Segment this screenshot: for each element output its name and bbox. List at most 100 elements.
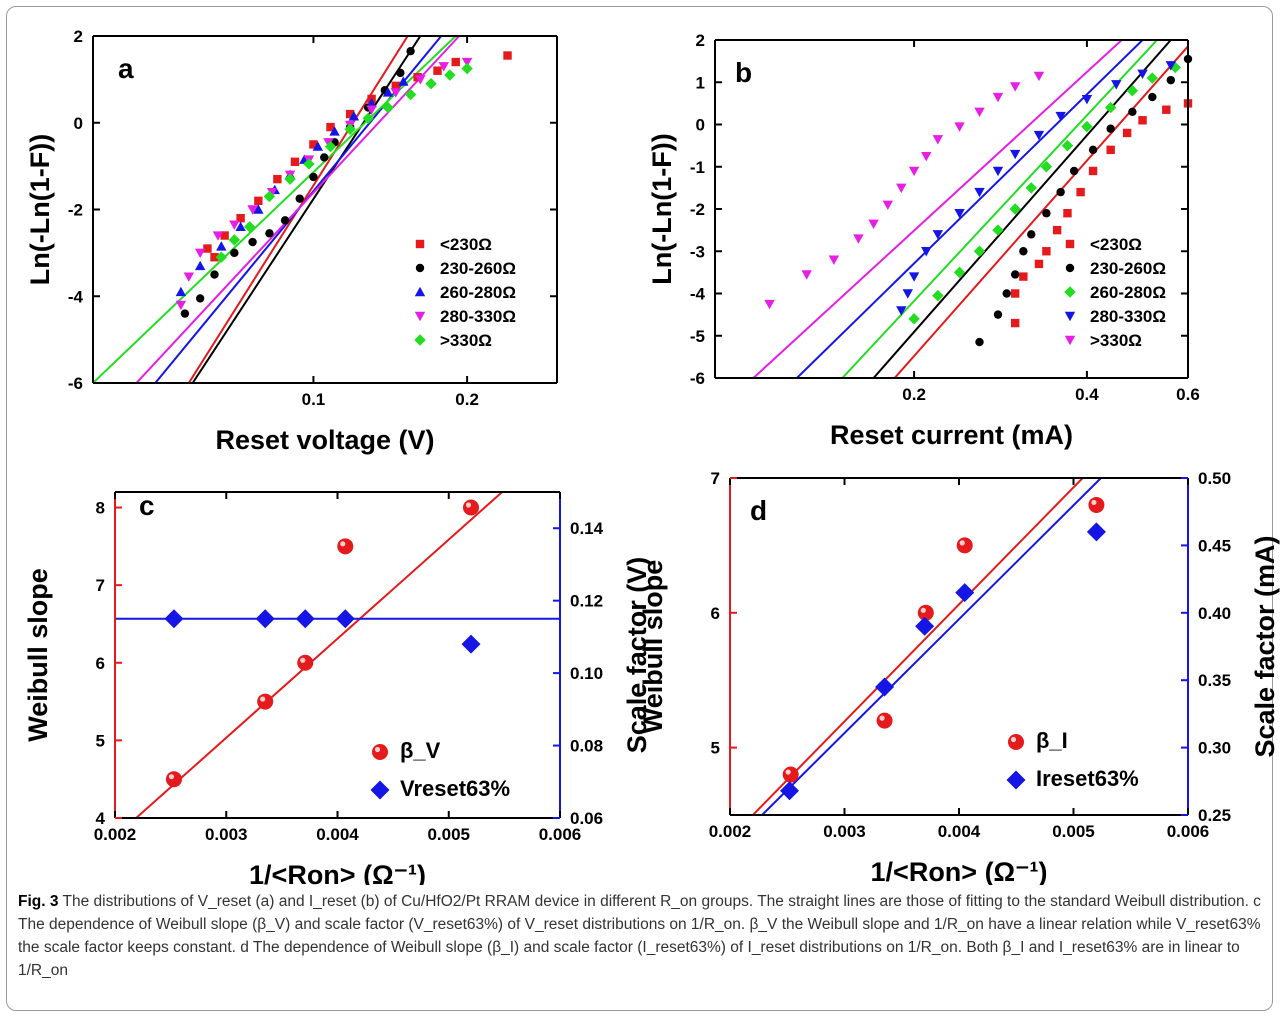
data-point (228, 234, 241, 246)
legend-marker (372, 744, 388, 760)
data-point (248, 237, 257, 247)
data-point (764, 299, 775, 310)
x-tick-label: 0.003 (823, 822, 866, 841)
legend-label: β_V (400, 738, 441, 763)
series-a-5 (215, 62, 473, 263)
fit-line-4 (135, 36, 460, 383)
legend-label: Vreset63% (400, 776, 510, 801)
y2-axis-label: Scale factor (mA) (1250, 535, 1280, 757)
data-point (1063, 209, 1072, 218)
data-point (438, 62, 449, 72)
chart-panel-b: 0.2 0.4 0.6 -6 -5 -4 -3 -2 -1 0 1 2 b Reset current (… (647, 31, 1200, 450)
legend-label: 280-330Ω (1090, 307, 1166, 326)
data-point (956, 537, 973, 554)
data-point (1148, 92, 1157, 102)
data-point (165, 771, 182, 788)
data-point (398, 76, 409, 86)
legend-marker (1006, 770, 1026, 790)
figure-frame (6, 6, 1273, 1011)
legend-marker (414, 311, 426, 322)
y-tick-label: -2 (690, 200, 705, 219)
data-point-highlight (260, 696, 266, 702)
data-point (183, 272, 195, 282)
y-tick-label: 7 (711, 469, 720, 488)
data-point (1025, 182, 1037, 194)
data-point (324, 140, 337, 153)
data-point (263, 190, 276, 203)
legend-marker (415, 263, 425, 273)
data-point (337, 538, 354, 555)
legend-label: 230-260Ω (1090, 259, 1166, 278)
legend-a: <230Ω 230-260Ω 260-280Ω 280-330Ω >330Ω (414, 235, 516, 350)
data-point (461, 62, 473, 75)
fit-lines-c (115, 492, 560, 818)
data-point (1010, 289, 1020, 298)
y-tick-label: -2 (68, 201, 83, 220)
series-a-4 (175, 57, 473, 311)
y2-tick-label: 0.06 (570, 809, 603, 828)
y-tick-label: 6 (96, 654, 105, 673)
series-b-2 (975, 54, 1193, 347)
data-point (295, 194, 304, 203)
data-point (295, 609, 315, 629)
legend-marker (1008, 734, 1024, 750)
data-point (194, 248, 206, 259)
data-point (801, 270, 812, 280)
y-tick-label: 4 (96, 809, 106, 828)
data-point (1052, 225, 1062, 235)
data-point (1088, 496, 1105, 513)
chart-panel-d: 0.002 0.003 0.004 0.005 0.006 5 6 7 0.25 0.30 0.35… (638, 469, 1280, 885)
y-tick-label: -4 (68, 287, 84, 306)
data-point (451, 57, 460, 67)
legend-marker-highlight (1010, 736, 1017, 743)
data-point (266, 187, 278, 198)
legend-d: β_I Ireset63% (1006, 728, 1139, 791)
legend-marker (414, 334, 426, 346)
data-point (382, 87, 394, 97)
data-point (902, 289, 913, 299)
data-point (303, 158, 315, 170)
data-point (782, 766, 799, 783)
data-point (366, 98, 377, 108)
data-point (954, 209, 965, 219)
charts-group: 0.1 0.2 -6 -4 -2 0 2 a Reset voltage (V) Ln(-Ln(1… (23, 27, 1280, 885)
y2-tick-label: 0.10 (570, 664, 603, 683)
y-tick-label: -5 (690, 327, 705, 346)
fit-line-1 (135, 492, 503, 818)
legend-label: β_I (1036, 728, 1068, 753)
fit-line-3 (841, 40, 1158, 378)
legend-marker (370, 780, 390, 800)
fit-line-1 (752, 478, 1084, 815)
fit-line-2 (761, 478, 1102, 815)
data-point (433, 66, 442, 75)
figure-canvas: 0.1 0.2 -6 -4 -2 0 2 a Reset voltage (V) Ln(-Ln(1… (23, 27, 1280, 885)
data-point (1033, 130, 1045, 141)
data-point (1081, 94, 1093, 105)
data-point (1081, 120, 1093, 133)
data-point (309, 172, 318, 182)
data-point-highlight (300, 657, 306, 663)
data-point (320, 153, 329, 162)
data-point (253, 204, 264, 214)
data-point (921, 151, 932, 162)
data-point (1076, 187, 1085, 197)
data-point (1169, 61, 1181, 74)
data-point (828, 255, 840, 265)
data-point (284, 173, 296, 185)
legend-b: <230Ω 230-260Ω 260-280Ω 280-330Ω >330Ω (1064, 235, 1166, 350)
data-point-highlight (920, 607, 926, 613)
fit-line-5 (752, 40, 1123, 378)
chart-panel-a: 0.1 0.2 -6 -4 -2 0 2 a Reset voltage (V) Ln(-Ln(1… (25, 27, 558, 455)
data-point (1162, 105, 1171, 114)
y-tick-label: 0 (74, 114, 83, 133)
data-point (309, 140, 318, 149)
data-point (220, 231, 229, 240)
y-tick-label: 5 (96, 731, 105, 750)
data-point (973, 245, 986, 257)
data-point (1019, 247, 1028, 256)
data-point (230, 248, 239, 258)
x-tick-label: 0.004 (938, 822, 981, 841)
y2-tick-label: 0.12 (570, 592, 603, 611)
data-point (954, 122, 965, 132)
data-point (1106, 124, 1115, 133)
